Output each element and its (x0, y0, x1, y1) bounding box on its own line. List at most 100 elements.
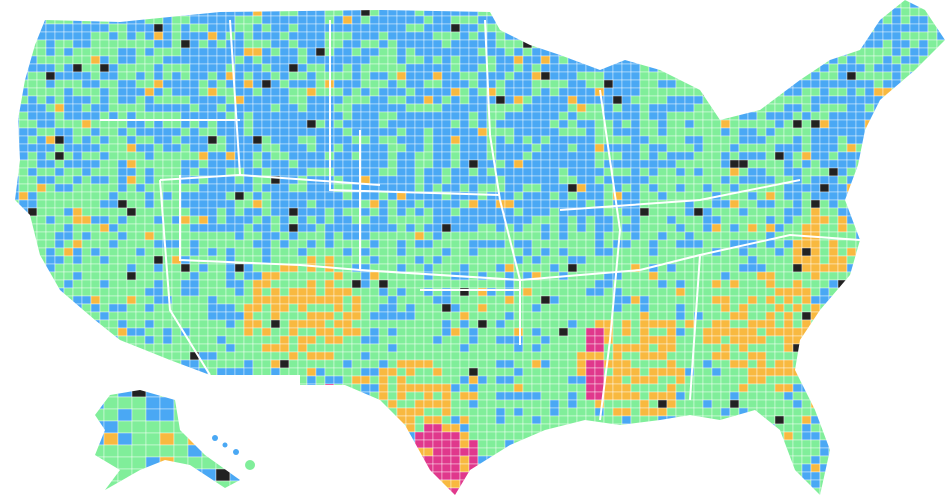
county (639, 87, 650, 97)
county (873, 351, 884, 361)
county (54, 255, 65, 265)
county (882, 87, 893, 97)
county (936, 311, 945, 321)
county (729, 335, 740, 345)
county (450, 0, 461, 9)
county (351, 103, 362, 113)
county (153, 343, 164, 353)
county (693, 79, 704, 89)
county (801, 63, 812, 73)
county (549, 111, 560, 121)
county (333, 359, 344, 369)
county (585, 239, 596, 249)
county (198, 191, 209, 201)
county (873, 247, 884, 257)
county (738, 119, 749, 129)
county (675, 311, 686, 321)
county (72, 207, 83, 217)
county (828, 159, 839, 169)
county (549, 159, 560, 169)
county (180, 271, 191, 281)
county (72, 63, 83, 73)
county (558, 191, 569, 201)
county (756, 295, 767, 305)
county (162, 63, 173, 73)
county (648, 7, 659, 17)
county (387, 7, 398, 17)
county (504, 23, 515, 33)
county (243, 351, 254, 361)
county (639, 7, 650, 17)
county (81, 279, 92, 289)
county (549, 15, 560, 25)
county (729, 311, 740, 321)
county (639, 127, 650, 137)
county (855, 223, 866, 233)
county (270, 263, 281, 273)
county (792, 311, 803, 321)
county (414, 343, 425, 353)
county (873, 255, 884, 265)
county (946, 80, 950, 88)
county (477, 231, 488, 241)
county (18, 359, 29, 369)
county (441, 223, 452, 233)
county (828, 367, 839, 377)
county (873, 71, 884, 81)
county (549, 119, 560, 129)
county (54, 143, 65, 153)
county (342, 295, 353, 305)
county (423, 79, 434, 89)
county (450, 183, 461, 193)
county (378, 151, 389, 161)
county (621, 31, 632, 41)
county (819, 287, 830, 297)
county (765, 127, 776, 137)
county (441, 367, 452, 377)
county (450, 119, 461, 129)
county (90, 375, 101, 385)
county (315, 255, 326, 265)
county (477, 0, 488, 9)
county (774, 255, 785, 265)
county (495, 279, 506, 289)
county (612, 311, 623, 321)
county (243, 183, 254, 193)
county (423, 351, 434, 361)
county (657, 175, 668, 185)
county (684, 55, 695, 65)
county (234, 207, 245, 217)
county (621, 183, 632, 193)
county (423, 375, 434, 385)
county (657, 223, 668, 233)
county (576, 303, 587, 313)
county (513, 295, 524, 305)
county (108, 175, 119, 185)
county (333, 327, 344, 337)
county (99, 295, 110, 305)
county (15, 231, 20, 241)
county (414, 263, 425, 273)
county (27, 79, 38, 89)
county (648, 167, 659, 177)
county (342, 255, 353, 265)
county (117, 79, 128, 89)
county (333, 15, 344, 25)
county (468, 95, 479, 105)
county (81, 367, 92, 377)
county (279, 207, 290, 217)
county (522, 15, 533, 25)
county (558, 63, 569, 73)
county (396, 127, 407, 137)
county (261, 111, 272, 121)
county (594, 23, 605, 33)
county (369, 199, 380, 209)
county (234, 271, 245, 281)
county (432, 135, 443, 145)
county (270, 111, 281, 121)
county (855, 0, 866, 9)
county (900, 183, 911, 193)
county (792, 327, 803, 337)
county (603, 31, 614, 41)
county (99, 375, 110, 385)
